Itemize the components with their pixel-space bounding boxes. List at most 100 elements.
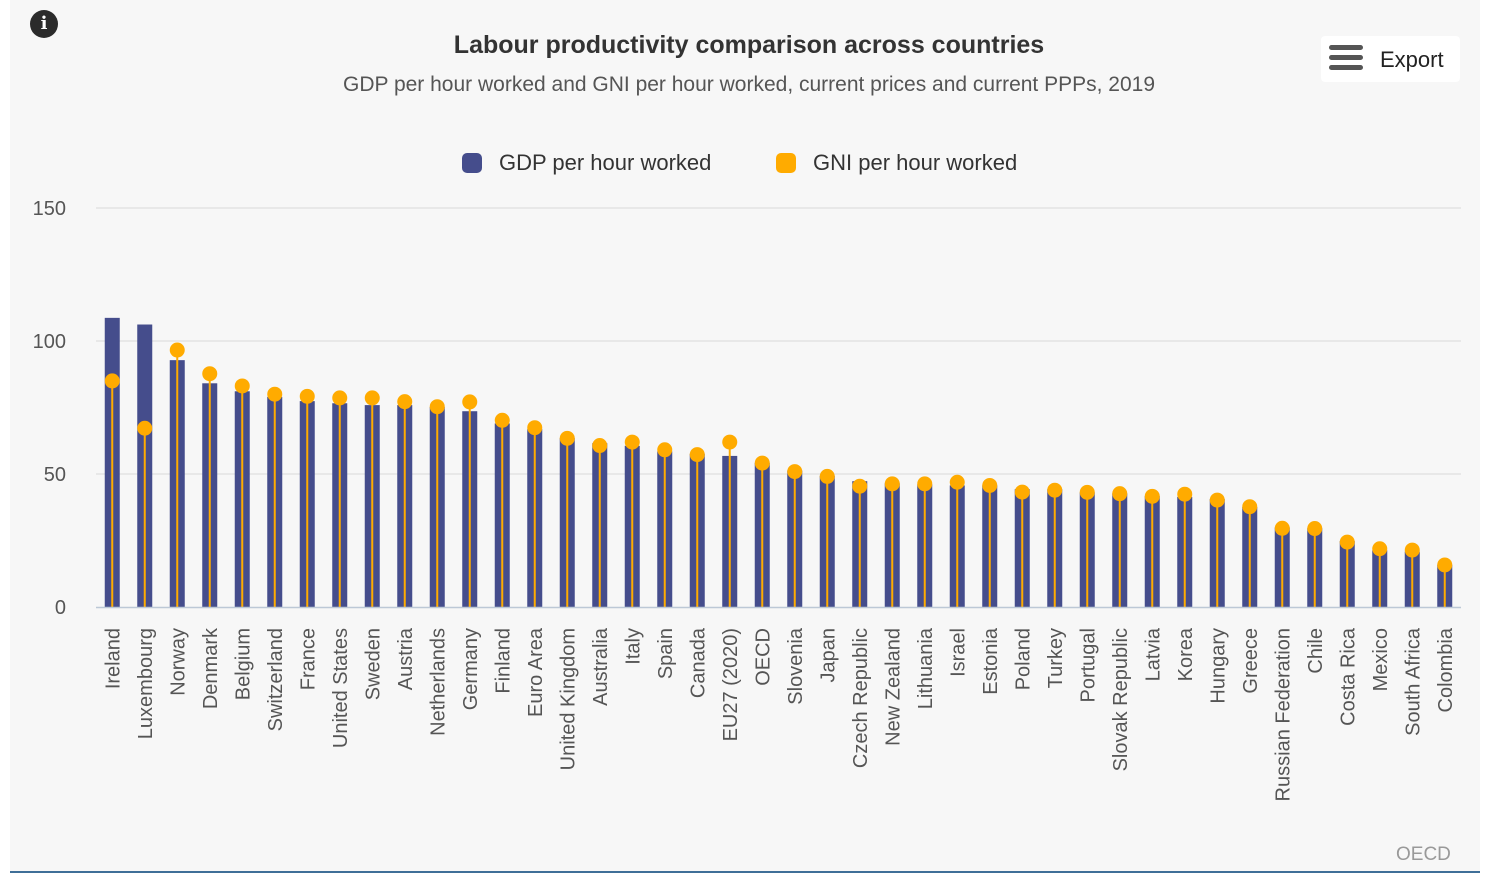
- point-gni[interactable]: [1177, 486, 1193, 502]
- chart-subtitle: GDP per hour worked and GNI per hour wor…: [342, 73, 1156, 96]
- point-gni[interactable]: [754, 455, 770, 471]
- credits-label[interactable]: OECD: [1396, 844, 1451, 865]
- point-gni[interactable]: [267, 386, 283, 402]
- point-gni[interactable]: [1079, 484, 1095, 500]
- x-tick-label: Poland: [1012, 628, 1034, 690]
- x-tick-label: OECD: [752, 628, 774, 686]
- x-tick-label: Hungary: [1207, 628, 1229, 704]
- x-tick-label: Austria: [395, 627, 417, 690]
- chart-panel: [10, 0, 1480, 872]
- x-tick-label: Sweden: [362, 628, 384, 700]
- point-gni[interactable]: [1339, 534, 1355, 550]
- legend-marker-gdp: [462, 153, 482, 173]
- point-gni[interactable]: [787, 464, 803, 480]
- x-tick-label: Latvia: [1142, 627, 1164, 681]
- x-tick-label: Turkey: [1045, 628, 1067, 688]
- point-gni[interactable]: [1047, 482, 1063, 498]
- point-gni[interactable]: [494, 412, 510, 428]
- x-tick-label: Portugal: [1077, 628, 1099, 703]
- x-tick-label: Slovak Republic: [1110, 628, 1132, 771]
- x-tick-label: United States: [330, 628, 352, 748]
- legend-marker-gni: [776, 153, 796, 173]
- point-gni[interactable]: [624, 434, 640, 450]
- point-gni[interactable]: [1144, 488, 1160, 504]
- point-gni[interactable]: [1404, 542, 1420, 558]
- hamburger-menu-icon: [1329, 45, 1363, 71]
- point-gni[interactable]: [592, 438, 608, 454]
- point-gni[interactable]: [917, 476, 933, 492]
- x-tick-label: United Kingdom: [557, 628, 579, 770]
- x-tick-label: Norway: [167, 628, 189, 696]
- point-gni[interactable]: [852, 478, 868, 494]
- point-gni[interactable]: [234, 378, 250, 394]
- point-gni[interactable]: [1112, 486, 1128, 502]
- x-tick-label: Germany: [460, 628, 482, 710]
- y-tick-label: 100: [33, 331, 66, 353]
- point-gni[interactable]: [982, 477, 998, 493]
- x-tick-label: Korea: [1175, 627, 1197, 681]
- x-tick-label: Australia: [590, 627, 612, 706]
- x-tick-label: Switzerland: [265, 628, 287, 731]
- point-gni[interactable]: [1209, 492, 1225, 508]
- x-tick-label: Greece: [1240, 628, 1262, 694]
- point-gni[interactable]: [104, 373, 120, 389]
- y-tick-label: 0: [55, 597, 66, 619]
- point-gni[interactable]: [429, 399, 445, 415]
- x-tick-label: Luxembourg: [135, 628, 157, 739]
- legend-label-gdp: GDP per hour worked: [499, 150, 712, 175]
- x-tick-label: Russian Federation: [1272, 628, 1294, 801]
- x-tick-label: Costa Rica: [1337, 627, 1359, 726]
- point-gni[interactable]: [657, 442, 673, 458]
- point-gni[interactable]: [559, 430, 575, 446]
- x-tick-label: Lithuania: [915, 627, 937, 709]
- point-gni[interactable]: [169, 342, 185, 358]
- x-tick-label: Spain: [655, 628, 677, 679]
- point-gni[interactable]: [462, 394, 478, 410]
- point-gni[interactable]: [1372, 541, 1388, 557]
- point-gni[interactable]: [1242, 499, 1258, 515]
- chart-title: Labour productivity comparison across co…: [453, 31, 1045, 59]
- x-tick-label: Japan: [817, 628, 839, 683]
- x-tick-label: Mexico: [1370, 628, 1392, 691]
- point-gni[interactable]: [202, 366, 218, 382]
- x-tick-label: Finland: [492, 628, 514, 694]
- x-tick-label: Canada: [687, 627, 709, 698]
- point-gni[interactable]: [332, 390, 348, 406]
- x-tick-label: France: [297, 628, 319, 690]
- point-gni[interactable]: [397, 394, 413, 410]
- point-gni[interactable]: [722, 434, 738, 450]
- point-gni[interactable]: [364, 390, 380, 406]
- point-gni[interactable]: [1307, 521, 1323, 537]
- x-tick-label: Colombia: [1435, 627, 1457, 712]
- x-tick-label: New Zealand: [882, 628, 904, 746]
- x-tick-label: Chile: [1305, 628, 1327, 674]
- point-gni[interactable]: [527, 420, 543, 436]
- point-gni[interactable]: [137, 420, 153, 436]
- point-gni[interactable]: [1014, 484, 1030, 500]
- x-tick-label: Czech Republic: [850, 628, 872, 768]
- point-gni[interactable]: [884, 476, 900, 492]
- y-tick-label: 150: [33, 198, 66, 220]
- x-tick-label: Israel: [947, 628, 969, 677]
- point-gni[interactable]: [1437, 557, 1453, 573]
- point-gni[interactable]: [299, 388, 315, 404]
- point-gni[interactable]: [1274, 520, 1290, 536]
- x-tick-label: Netherlands: [427, 628, 449, 736]
- x-tick-label: South Africa: [1402, 627, 1424, 736]
- export-button[interactable]: Export: [1321, 36, 1460, 82]
- x-tick-label: Euro Area: [525, 627, 547, 717]
- x-tick-label: Ireland: [102, 628, 124, 689]
- x-tick-label: EU27 (2020): [720, 628, 742, 741]
- point-gni[interactable]: [819, 468, 835, 484]
- legend-label-gni: GNI per hour worked: [813, 150, 1018, 175]
- x-tick-label: Denmark: [200, 627, 222, 709]
- y-tick-label: 50: [44, 464, 66, 486]
- point-gni[interactable]: [689, 447, 705, 463]
- info-icon[interactable]: i: [30, 10, 58, 38]
- x-tick-label: Estonia: [980, 627, 1002, 695]
- export-label: Export: [1380, 47, 1444, 72]
- point-gni[interactable]: [949, 474, 965, 490]
- x-tick-label: Italy: [622, 628, 644, 665]
- x-tick-label: Slovenia: [785, 627, 807, 705]
